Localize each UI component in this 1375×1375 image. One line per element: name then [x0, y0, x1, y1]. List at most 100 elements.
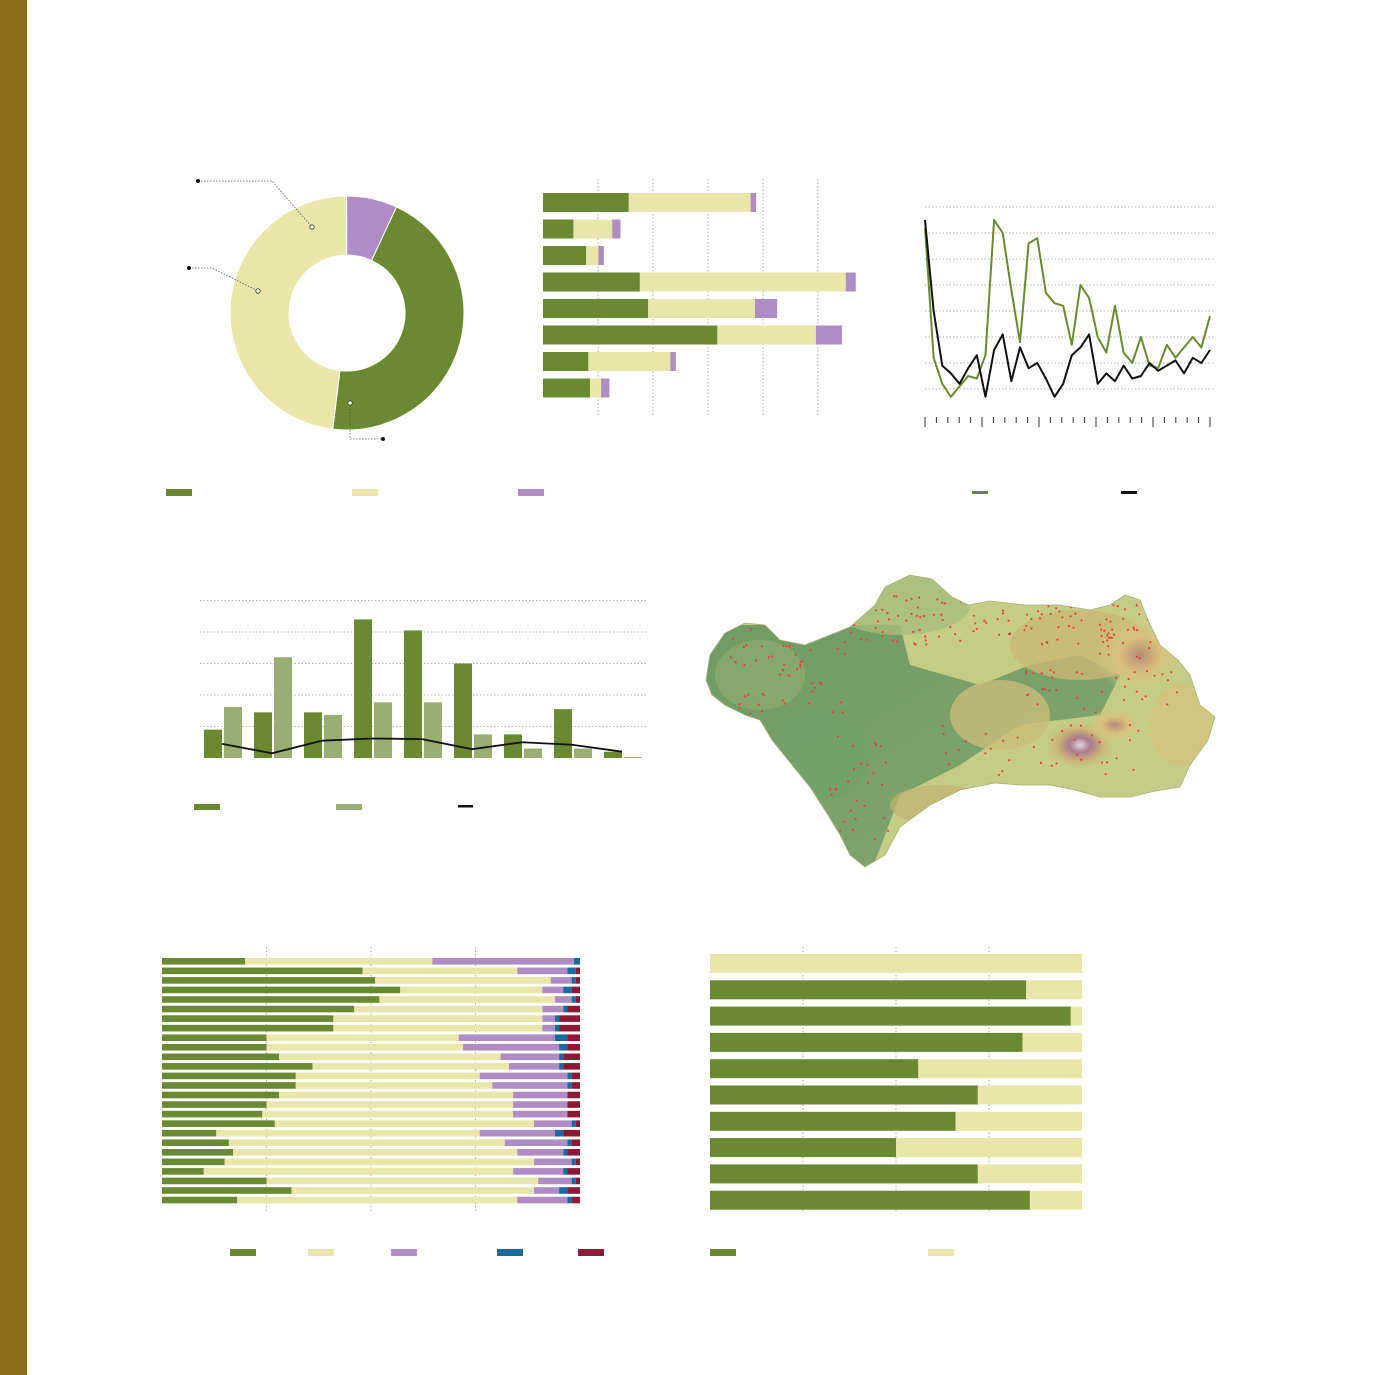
- map-location-dot: [1026, 694, 1029, 697]
- map-location-dot: [830, 793, 833, 796]
- hbar-segment: [543, 193, 629, 212]
- map-location-dot: [1138, 657, 1141, 660]
- stackL-segment-blue: [571, 996, 576, 1003]
- stackL-segment-green: [162, 1139, 229, 1147]
- map-location-dot: [1135, 690, 1138, 693]
- grouped-bar-lightgreen: [524, 748, 542, 758]
- map-location-dot: [809, 638, 812, 641]
- stackR-segment-green: [710, 1111, 956, 1131]
- grouped-bar-lightgreen: [474, 734, 492, 758]
- map-location-dot: [856, 612, 859, 615]
- map-location-dot: [1121, 641, 1125, 644]
- map-location-dot: [1040, 672, 1043, 675]
- map-location-dot: [734, 661, 737, 664]
- stackL-segment-cream: [266, 1034, 459, 1041]
- stackL-segment-blue: [571, 1158, 576, 1166]
- map-location-dot: [905, 619, 908, 622]
- map-location-dot: [749, 712, 752, 715]
- stackR-segment-green: [710, 1164, 978, 1184]
- map-location-dot: [1041, 688, 1044, 691]
- map-location-dot: [881, 630, 884, 634]
- map-location-dot: [763, 694, 766, 697]
- stackL-segment-cream: [362, 967, 518, 975]
- map-location-dot: [781, 668, 784, 671]
- stackL-segment-green: [162, 1072, 296, 1080]
- map-location-dot: [881, 608, 884, 611]
- map-location-dot: [863, 804, 866, 807]
- stackL-segment-cream: [295, 1072, 480, 1080]
- map-location-dot: [1161, 629, 1164, 632]
- map-location-dot: [1100, 634, 1103, 638]
- map-location-dot: [799, 660, 802, 664]
- stackR-segment-green: [710, 1006, 1071, 1026]
- map-location-dot: [1144, 695, 1147, 698]
- stackR-segment-green: [710, 980, 1027, 1000]
- map-location-dot: [914, 643, 917, 646]
- stackL-segment-lilac: [550, 977, 572, 984]
- map-location-dot: [957, 748, 960, 751]
- stackL-segment-blue: [554, 1015, 560, 1022]
- map-location-dot: [1145, 670, 1148, 673]
- map-location-dot: [942, 733, 945, 736]
- map-location-dot: [932, 613, 935, 616]
- stackR-segment-green: [710, 1138, 896, 1158]
- hbar-segment: [845, 272, 856, 292]
- map-location-dot: [743, 695, 747, 698]
- map-location-dot: [998, 633, 1001, 636]
- map-location-dot: [1055, 762, 1058, 765]
- legend-swatch-cream: [352, 489, 378, 496]
- map-location-dot: [1170, 671, 1173, 674]
- stackL-segment-cream: [266, 1177, 539, 1185]
- stackL-segment-cream: [224, 1158, 535, 1166]
- map-location-dot: [860, 597, 863, 600]
- stackR-segment-cream: [1022, 1032, 1082, 1052]
- map-location-dot: [876, 620, 880, 623]
- map-location-dot: [836, 735, 840, 738]
- stackL-segment-blue: [563, 1168, 568, 1175]
- legend-swatch-blue: [497, 1249, 523, 1256]
- map-location-dot: [1107, 636, 1111, 639]
- map-location-dot: [1138, 613, 1141, 616]
- stackL-segment-green: [162, 1082, 296, 1089]
- map-location-dot: [1106, 639, 1109, 642]
- map-location-dot: [747, 693, 750, 696]
- hbar-segment: [543, 378, 591, 398]
- map-location-dot: [1079, 724, 1082, 727]
- donut-leader-line: [189, 267, 259, 292]
- grouped-bar-green: [604, 751, 622, 758]
- map-location-dot: [1115, 676, 1118, 679]
- map-location-dot: [1091, 734, 1094, 737]
- map-location-dot: [1175, 691, 1178, 694]
- stackL-segment-green: [162, 1101, 267, 1108]
- map-location-dot: [1049, 612, 1052, 615]
- map-location-dot: [996, 618, 999, 621]
- hbar-segment: [750, 193, 757, 212]
- stackL-segment-blue: [567, 967, 576, 975]
- map-location-dot: [941, 601, 944, 604]
- stackL-segment-green: [162, 1110, 263, 1118]
- stackR-segment-cream: [918, 1059, 1082, 1079]
- map-location-dot: [811, 690, 814, 693]
- stackL-segment-blue: [571, 1120, 576, 1127]
- legend-swatch-green: [972, 491, 988, 494]
- stackL-segment-crimson: [575, 1158, 580, 1166]
- map-location-dot: [852, 768, 855, 771]
- map-location-dot: [857, 611, 861, 614]
- horizontal-stacked-bar-chart: [543, 179, 856, 417]
- map-location-dot: [750, 628, 753, 631]
- stackL-segment-lilac: [513, 1168, 564, 1175]
- map-location-dot: [879, 745, 882, 748]
- map-location-dot: [1148, 610, 1151, 613]
- map-location-dot: [910, 597, 913, 600]
- map-location-dot: [1030, 618, 1033, 621]
- hbar-segment: [573, 219, 613, 239]
- donut-leader-line: [349, 403, 383, 440]
- map-location-dot: [829, 828, 833, 831]
- map-location-dot: [1069, 724, 1072, 727]
- stackL-segment-cream: [333, 1015, 543, 1022]
- legend-swatch-green: [230, 1249, 256, 1256]
- stackR-segment-cream: [710, 954, 1082, 973]
- map-location-dot: [738, 703, 741, 706]
- map-location-dot: [897, 614, 900, 617]
- legend-swatch-lilac: [391, 1249, 417, 1256]
